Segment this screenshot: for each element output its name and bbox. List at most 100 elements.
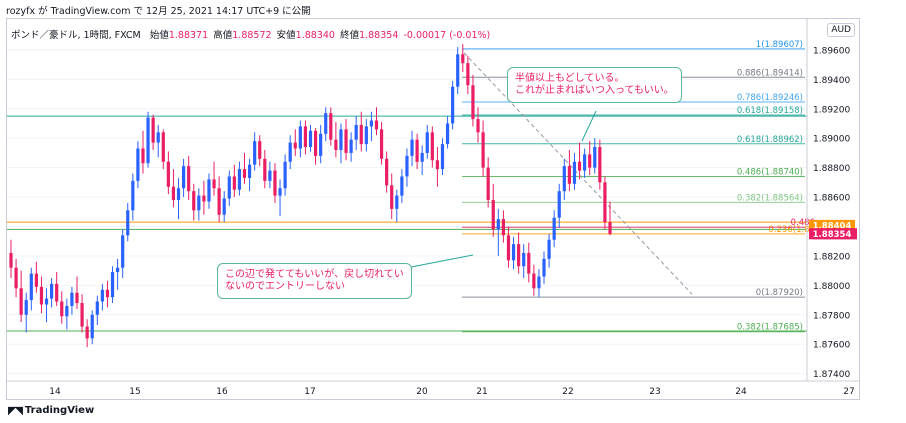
annotation-upper[interactable]: 半値以上もどしている。 これが止まればいつ入ってもいい。: [507, 67, 682, 103]
candle-body: [85, 326, 89, 339]
candle-body: [227, 176, 231, 199]
horizontal-lines: [7, 115, 807, 332]
candle-body: [319, 133, 323, 156]
annotation-lower-pointer: [410, 254, 474, 268]
publish-header: rozyfx が TradingView.com で 12月 25, 2021 …: [6, 6, 311, 17]
candle-body: [435, 160, 440, 170]
candle-body: [598, 147, 602, 183]
candle-body: [511, 244, 516, 261]
candle-body: [517, 244, 521, 267]
x-tick-label: 15: [129, 387, 140, 397]
candle-body: [217, 188, 221, 215]
fib-level-label: 0(1.87920): [756, 288, 803, 298]
candle-body: [202, 195, 206, 202]
candle-body: [415, 139, 419, 162]
candle-body: [65, 305, 69, 317]
candle-body: [126, 210, 130, 236]
x-tick-label: 23: [649, 387, 660, 397]
candle-body: [146, 117, 150, 164]
candle-body: [171, 186, 176, 200]
fib-level-label: 0.486: [791, 218, 815, 228]
currency-badge[interactable]: AUD: [827, 23, 855, 37]
x-tick-label: 22: [562, 387, 573, 397]
candle-body: [420, 152, 424, 162]
candle-body: [247, 164, 252, 178]
fib-level-label: 0.382(1.88564): [737, 193, 803, 203]
candle-body: [547, 239, 551, 259]
candle-body: [456, 54, 460, 87]
brand-footer: ◤◥ TradingView: [8, 404, 94, 417]
candle-body: [542, 258, 546, 277]
annotation-lower[interactable]: この辺で発ててもいいが、戻し切れてい ないのでエントリーしない: [217, 263, 412, 299]
high-label: 高値: [213, 30, 233, 41]
y-tick-label: 1.88000: [813, 282, 850, 292]
candle-body: [141, 148, 145, 164]
candle-body: [476, 119, 480, 133]
x-tick-label: 17: [304, 387, 315, 397]
price-label-bg: [809, 228, 855, 240]
candle-body: [278, 188, 282, 196]
candle-body: [44, 298, 49, 305]
candle-body: [374, 120, 379, 130]
candle-body: [24, 300, 28, 315]
candle-body: [440, 144, 445, 170]
x-tick-label: 14: [49, 387, 61, 397]
candle-body: [385, 158, 389, 186]
y-tick-label: 1.89000: [813, 135, 850, 145]
candle-body: [9, 252, 13, 268]
candle-body: [176, 188, 181, 200]
candle-body: [486, 167, 490, 200]
candle-body: [344, 129, 348, 153]
fib-level-label: 0.786(1.89246): [737, 93, 803, 103]
trend-lines: [410, 52, 693, 295]
candle-body: [390, 185, 394, 209]
candle-body: [364, 126, 368, 145]
candle-body: [14, 267, 18, 289]
candle-body: [242, 169, 247, 178]
candle-body: [161, 132, 165, 162]
candle-body: [339, 129, 343, 150]
brand-name: TradingView: [24, 405, 95, 416]
candle-body: [491, 200, 495, 230]
candle-body: [258, 141, 262, 159]
y-tick-label: 1.89200: [813, 105, 850, 115]
y-tick-label: 1.89400: [813, 76, 850, 86]
candlestick-chart[interactable]: 1.129(1.89829)1(1.89607)0.886(1.89414)0.…: [7, 19, 859, 399]
candle-body: [400, 176, 404, 196]
candle-body: [268, 170, 272, 181]
candle-body: [263, 158, 267, 181]
candle-body: [501, 219, 505, 236]
candle-body: [60, 301, 64, 317]
candle-body: [313, 130, 318, 156]
x-tick-label: 20: [416, 387, 428, 397]
candle-body: [39, 286, 44, 305]
candle-body: [349, 139, 353, 153]
candle-body: [354, 124, 358, 140]
candle-body: [232, 176, 236, 190]
candle-body: [593, 147, 597, 168]
candle-body: [461, 54, 465, 64]
candle-body: [273, 170, 277, 196]
candle-body: [181, 166, 186, 189]
candle-body: [110, 272, 115, 298]
candle-body: [552, 217, 556, 240]
candle-body: [293, 142, 297, 149]
candle-body: [283, 161, 287, 189]
candle-body: [70, 292, 74, 306]
chart-legend: ポンド／豪ドル, 1時間, FXCM 始値1.88371 高値1.88572 安…: [11, 23, 490, 42]
candle-body: [237, 169, 242, 190]
tradingview-logo-icon: ◤◥: [8, 404, 23, 417]
currency-label: AUD: [831, 25, 851, 35]
candle-body: [537, 276, 541, 289]
candle-body: [121, 235, 125, 268]
candle-body: [445, 123, 450, 145]
low-label: 安値: [276, 30, 296, 41]
candle-body: [425, 132, 429, 153]
candle-body: [29, 273, 33, 301]
candle-body: [527, 252, 531, 274]
candle-body: [212, 179, 216, 189]
candle-body: [410, 139, 414, 156]
candle-body: [369, 120, 374, 127]
candle-body: [151, 117, 155, 143]
axes: 1.89600 1.89400 1.89200 1.89000 1.88800 1.886…: [7, 19, 859, 397]
